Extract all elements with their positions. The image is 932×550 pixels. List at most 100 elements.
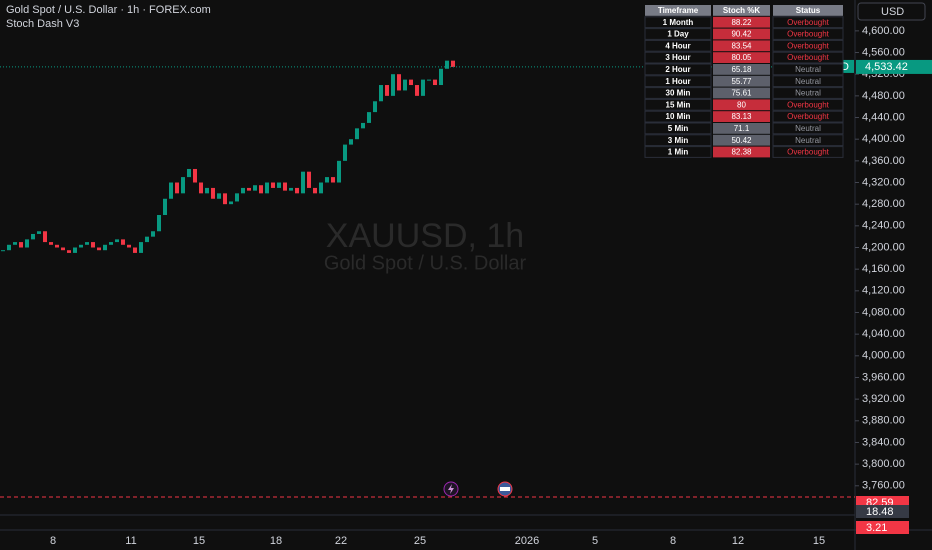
candle xyxy=(25,239,29,248)
flag-icon xyxy=(500,487,510,491)
timeframe-cell xyxy=(644,146,712,158)
price-tick-label: 4,240.00 xyxy=(862,220,905,232)
price-tick-label: 4,280.00 xyxy=(862,198,905,210)
candle xyxy=(289,187,293,191)
table-header: Status xyxy=(796,6,821,15)
candle xyxy=(1,250,5,252)
candle xyxy=(217,193,221,199)
status: Overbought xyxy=(787,100,830,109)
currency-button[interactable] xyxy=(857,2,926,21)
price-tick-label: 4,200.00 xyxy=(862,241,905,253)
candle xyxy=(175,182,179,194)
currency-label: USD xyxy=(881,6,904,18)
time-tick-label: 8 xyxy=(50,535,56,547)
price-tick-label: 4,040.00 xyxy=(862,328,905,340)
candle xyxy=(361,122,365,129)
candle xyxy=(385,85,389,96)
price-tick-label: 4,560.00 xyxy=(862,46,905,58)
candle xyxy=(49,242,53,245)
candle xyxy=(283,182,287,191)
status: Neutral xyxy=(795,65,821,74)
status-cell xyxy=(772,122,844,135)
stoch-value: 88.22 xyxy=(731,18,752,27)
timeframe-cell xyxy=(644,16,712,29)
stoch-value: 80 xyxy=(737,100,746,109)
indicator-tag xyxy=(856,505,909,518)
candle xyxy=(169,182,173,199)
price-tick-label: 4,320.00 xyxy=(862,176,905,188)
candle xyxy=(19,242,23,248)
candle xyxy=(421,79,425,96)
status-cell xyxy=(772,16,844,29)
price-tick-label: 4,000.00 xyxy=(862,350,905,362)
candle xyxy=(163,198,167,216)
candle xyxy=(199,182,203,194)
indicator-value: 18.48 xyxy=(866,506,894,518)
candle xyxy=(271,182,275,188)
time-tick-label: 2026 xyxy=(515,535,539,547)
stoch-cell xyxy=(713,64,770,75)
status-cell xyxy=(772,87,844,99)
stoch-cell xyxy=(713,123,770,134)
candle xyxy=(187,168,191,178)
status: Overbought xyxy=(787,53,830,62)
stoch-cell xyxy=(713,28,770,40)
indicator-tag xyxy=(856,521,909,534)
candle xyxy=(31,233,35,240)
timeframe: 1 Hour xyxy=(665,77,690,86)
status-cell xyxy=(772,51,844,64)
status: Overbought xyxy=(787,148,830,157)
stoch-cell xyxy=(713,40,770,52)
timeframe-cell xyxy=(644,122,712,135)
timeframe: 2 Hour xyxy=(665,65,690,74)
price-tick-label: 3,920.00 xyxy=(862,393,905,405)
time-tick-label: 15 xyxy=(813,535,825,547)
watermark-description: Gold Spot / U.S. Dollar xyxy=(324,252,527,274)
time-tick-label: 22 xyxy=(335,535,347,547)
price-tick-label: 4,480.00 xyxy=(862,90,905,102)
stoch-cell xyxy=(713,111,770,122)
candle xyxy=(427,79,431,81)
timeframe-cell xyxy=(644,51,712,64)
stoch-value: 55.77 xyxy=(731,77,752,86)
price-tick-label: 3,760.00 xyxy=(862,480,905,492)
indicator-value: 3.21 xyxy=(866,522,887,534)
time-tick-label: 18 xyxy=(270,535,282,547)
candle xyxy=(247,187,251,191)
candle xyxy=(73,247,77,253)
candle xyxy=(343,144,347,161)
time-tick-label: 8 xyxy=(670,535,676,547)
candle xyxy=(127,244,131,248)
timeframe: 4 Hour xyxy=(665,41,690,50)
candle xyxy=(391,74,395,96)
candle xyxy=(121,239,125,245)
status-cell xyxy=(772,28,844,40)
status-cell xyxy=(772,39,844,52)
candle xyxy=(337,160,341,183)
candle xyxy=(265,182,269,194)
stoch-value: 83.13 xyxy=(731,112,752,121)
timeframe: 10 Min xyxy=(666,112,691,121)
candle xyxy=(43,231,47,243)
candle xyxy=(193,168,197,183)
stoch-value: 82.38 xyxy=(731,148,752,157)
indicator-name: Stoch Dash V3 xyxy=(6,18,79,30)
timeframe-cell xyxy=(644,75,712,88)
timeframe: 1 Month xyxy=(663,18,694,27)
candle xyxy=(79,244,83,248)
table-header: Timeframe xyxy=(658,6,699,15)
candle xyxy=(103,244,107,251)
status-cell xyxy=(772,98,844,111)
candle xyxy=(349,139,353,145)
price-tick-label: 3,960.00 xyxy=(862,371,905,383)
watermark-symbol: XAUUSD, 1h xyxy=(326,217,524,255)
candle xyxy=(97,247,101,251)
price-tick-label: 4,440.00 xyxy=(862,111,905,123)
candle xyxy=(211,187,215,199)
candle xyxy=(259,185,263,194)
price-tick-label: 4,400.00 xyxy=(862,133,905,145)
time-tick-label: 5 xyxy=(592,535,598,547)
status-cell xyxy=(772,146,844,158)
price-tick-label: 3,800.00 xyxy=(862,458,905,470)
